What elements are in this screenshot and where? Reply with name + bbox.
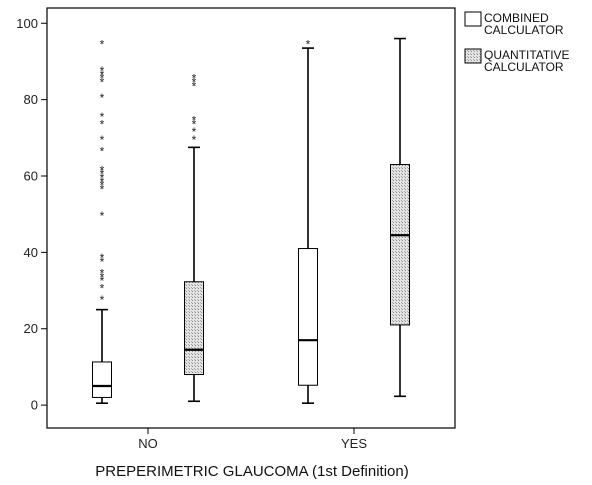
box-combined-no: ************************ bbox=[92, 37, 112, 404]
box-iqr bbox=[92, 361, 112, 398]
outlier-star: * bbox=[100, 76, 105, 90]
outlier-star: * bbox=[100, 266, 105, 280]
outlier-star: * bbox=[100, 163, 105, 177]
y-tick-label: 80 bbox=[24, 92, 38, 107]
y-tick-label: 100 bbox=[16, 16, 38, 31]
legend-swatch bbox=[464, 48, 482, 64]
x-tick-label: YES bbox=[341, 436, 367, 451]
outlier-star: * bbox=[100, 91, 105, 105]
legend-label: CALCULATOR bbox=[484, 60, 564, 74]
box-quantitative-yes bbox=[390, 37, 410, 398]
x-axis: NO YES bbox=[138, 428, 367, 451]
x-axis-title: PREPERIMETRIC GLAUCOMA (1st Definition) bbox=[95, 463, 408, 480]
box-quantitative-no: ******* bbox=[184, 72, 204, 403]
outlier-star: * bbox=[192, 133, 197, 147]
outlier-star: * bbox=[100, 282, 105, 296]
outlier-star: * bbox=[100, 118, 105, 132]
outlier-star: * bbox=[100, 37, 105, 51]
outlier-star: * bbox=[100, 171, 105, 185]
outlier-star: * bbox=[192, 79, 197, 93]
outlier-star: * bbox=[100, 179, 105, 193]
outlier-star: * bbox=[100, 251, 105, 265]
outlier-star: * bbox=[100, 175, 105, 189]
legend-swatch bbox=[464, 11, 482, 27]
y-tick-label: 40 bbox=[24, 245, 38, 260]
box-iqr bbox=[390, 164, 410, 326]
outlier-star: * bbox=[100, 68, 105, 82]
outlier-star: * bbox=[100, 270, 105, 284]
outlier-star: * bbox=[100, 167, 105, 181]
y-tick-label: 20 bbox=[24, 321, 38, 336]
outlier-star: * bbox=[100, 64, 105, 78]
outlier-star: * bbox=[100, 293, 105, 307]
outlier-star: * bbox=[100, 110, 105, 124]
outlier-star: * bbox=[100, 255, 105, 269]
x-tick-label: NO bbox=[138, 436, 158, 451]
outlier-star: * bbox=[192, 76, 197, 90]
legend-label: QUANTITATIVE bbox=[484, 48, 570, 62]
outlier-star: * bbox=[100, 133, 105, 147]
outlier-star: * bbox=[192, 72, 197, 86]
box-combined-yes: * bbox=[298, 37, 318, 404]
outlier-star: * bbox=[192, 114, 197, 128]
outlier-star: * bbox=[306, 37, 311, 51]
outlier-star: * bbox=[192, 118, 197, 132]
outlier-star: * bbox=[100, 209, 105, 223]
legend-label: CALCULATOR bbox=[484, 23, 564, 37]
box-iqr bbox=[298, 248, 318, 386]
legend-label: COMBINED bbox=[484, 11, 549, 25]
plot-frame bbox=[46, 7, 456, 429]
outlier-star: * bbox=[100, 144, 105, 158]
box-series: ************************ ******** bbox=[92, 37, 410, 404]
outlier-star: * bbox=[192, 125, 197, 139]
y-tick-label: 60 bbox=[24, 169, 38, 184]
y-tick-label: 0 bbox=[31, 398, 38, 413]
outlier-star: * bbox=[100, 72, 105, 86]
y-axis: 0 20 40 60 80 100 bbox=[16, 16, 47, 413]
outlier-star: * bbox=[100, 182, 105, 196]
outlier-star: * bbox=[100, 274, 105, 288]
box-iqr bbox=[184, 281, 204, 376]
